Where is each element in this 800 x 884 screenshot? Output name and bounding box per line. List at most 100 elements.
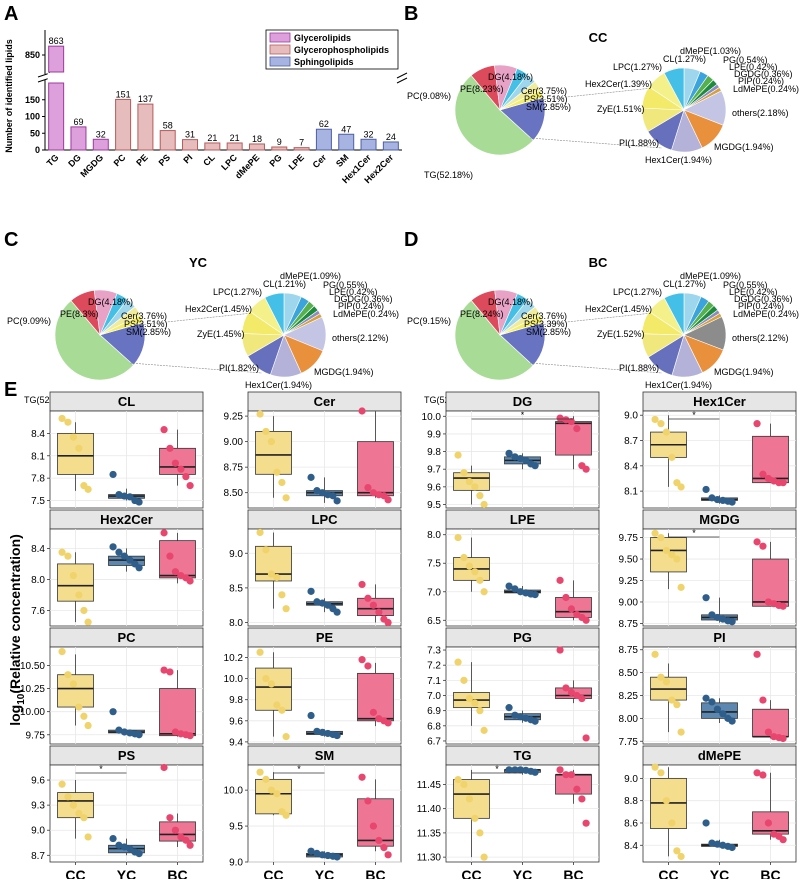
pie-slice-sm bbox=[99, 314, 144, 336]
pie-connector bbox=[529, 137, 663, 149]
point-yc bbox=[511, 585, 519, 593]
detail-slice-cl bbox=[663, 292, 685, 336]
point-bc bbox=[753, 420, 761, 428]
detail-label-mgdg: MGDG(1.94%) bbox=[714, 142, 774, 152]
point-bc bbox=[166, 552, 174, 560]
point-bc bbox=[166, 814, 174, 822]
x-tick-label: dMePE bbox=[233, 152, 261, 180]
point-yc bbox=[728, 717, 736, 725]
box-bc bbox=[752, 558, 789, 607]
point-cc bbox=[69, 801, 77, 809]
point-cc bbox=[80, 712, 88, 720]
point-cc bbox=[273, 573, 281, 582]
legend-swatch-sphingo bbox=[269, 56, 291, 67]
point-yc bbox=[531, 768, 539, 776]
y-tick-label: 8.1 bbox=[31, 451, 45, 462]
y-tick-label: 8.4 bbox=[624, 841, 638, 852]
facet-title: CL bbox=[118, 394, 135, 409]
box-bc bbox=[357, 798, 394, 847]
point-yc bbox=[708, 698, 716, 706]
y-tick-label: 8.7 bbox=[624, 436, 638, 447]
point-cc bbox=[69, 571, 77, 580]
point-cc bbox=[273, 468, 281, 476]
facet-lpc: LPC 8.0 8.5 9.0 bbox=[229, 509, 402, 629]
bar-dmepe bbox=[248, 143, 265, 151]
detail-label-dgdg: DGDG(0.36%) bbox=[734, 69, 793, 79]
box-bc bbox=[159, 540, 196, 579]
point-bc bbox=[779, 734, 787, 743]
point-cc bbox=[262, 775, 270, 783]
y-tick-label: 10.0 bbox=[422, 412, 442, 423]
point-yc bbox=[702, 594, 710, 602]
point-cc bbox=[668, 696, 676, 704]
point-bc bbox=[764, 474, 773, 483]
point-yc bbox=[702, 485, 710, 494]
point-cc bbox=[58, 414, 66, 423]
point-cc bbox=[677, 583, 685, 591]
facet-cer: Cer 8.50 8.75 9.00 9.25 bbox=[224, 391, 402, 509]
detail-label-pi: PI(1.82%) bbox=[219, 363, 259, 373]
detail-label-zye: ZyE(1.51%) bbox=[597, 104, 645, 114]
x-tick-label: TG bbox=[45, 152, 61, 168]
point-yc bbox=[505, 766, 513, 774]
y-tick-label: 7.5 bbox=[31, 496, 45, 507]
detail-label-hex2cer: Hex2Cer(1.39%) bbox=[585, 79, 652, 89]
y-axis-title: Number of identified lipids bbox=[4, 39, 14, 153]
y-tick-label: 8.8 bbox=[624, 796, 638, 807]
facet-mgdg: MGDG 8.75 9.00 9.25 9.50 9.75 * bbox=[619, 509, 797, 630]
y-tick-label: 8.50 bbox=[619, 668, 639, 679]
y-tick-label: 8.4 bbox=[31, 544, 45, 555]
point-yc bbox=[522, 456, 530, 464]
detail-label-mgdg: MGDG(1.94%) bbox=[314, 367, 374, 377]
pie-label-pc: PC(9.15%) bbox=[407, 316, 451, 326]
point-yc bbox=[511, 453, 519, 461]
point-bc bbox=[182, 473, 190, 481]
point-cc bbox=[262, 427, 270, 436]
pie-connector bbox=[137, 311, 263, 326]
y-tick-label: 10.2 bbox=[224, 653, 244, 664]
point-cc bbox=[668, 819, 676, 827]
y-tick-label: 9.7 bbox=[427, 465, 441, 476]
detail-label-pg: PG(0.55%) bbox=[723, 280, 768, 290]
point-cc bbox=[476, 829, 484, 837]
x-tick-label: DG bbox=[66, 152, 83, 169]
point-cc bbox=[75, 444, 83, 452]
y-tick-label: 10.50 bbox=[20, 661, 45, 672]
bar-value-label: 21 bbox=[230, 133, 240, 143]
point-yc bbox=[120, 843, 128, 851]
facet-tg: TG 11.30 11.35 11.40 11.45 * CC YC BC bbox=[417, 745, 600, 883]
point-bc bbox=[358, 580, 366, 589]
point-bc bbox=[562, 593, 570, 602]
point-yc bbox=[333, 608, 341, 616]
y-tick-label: 10.0 bbox=[224, 674, 244, 685]
box-bc bbox=[555, 421, 592, 456]
y-tick-label: 9.50 bbox=[619, 555, 639, 566]
point-yc bbox=[702, 694, 710, 702]
facet-title: TG bbox=[513, 748, 531, 763]
bar-value-label: 62 bbox=[319, 119, 329, 129]
x-tick-label: PC bbox=[112, 152, 128, 168]
pie-label-pc: PC(9.08%) bbox=[407, 91, 451, 101]
point-bc bbox=[779, 479, 787, 487]
point-bc bbox=[171, 728, 179, 736]
box-bc bbox=[752, 435, 789, 484]
y-tick-label: 9.0 bbox=[229, 549, 243, 560]
point-cc bbox=[480, 853, 488, 861]
detail-label-ldmepe: LdMePE(0.24%) bbox=[333, 309, 399, 319]
bar-pg bbox=[271, 146, 288, 151]
pie-label-pe: PE(8.23%) bbox=[460, 84, 504, 94]
point-yc bbox=[333, 497, 341, 505]
x-tick-label: SM bbox=[334, 152, 351, 169]
pie-connector bbox=[537, 86, 663, 101]
point-yc bbox=[318, 489, 326, 497]
detail-label-lpc: LPC(1.27%) bbox=[613, 287, 662, 297]
facet-title: PE bbox=[316, 630, 334, 645]
point-cc bbox=[465, 562, 473, 570]
facet-cl: CL 7.5 7.8 8.1 8.4 bbox=[31, 391, 204, 509]
facet-title: DG bbox=[513, 394, 533, 409]
point-yc bbox=[516, 455, 525, 463]
y-tick-label: 9.75 bbox=[619, 533, 639, 544]
point-cc bbox=[256, 648, 264, 656]
point-yc bbox=[511, 766, 519, 774]
panel-letter-c: C bbox=[4, 229, 18, 251]
